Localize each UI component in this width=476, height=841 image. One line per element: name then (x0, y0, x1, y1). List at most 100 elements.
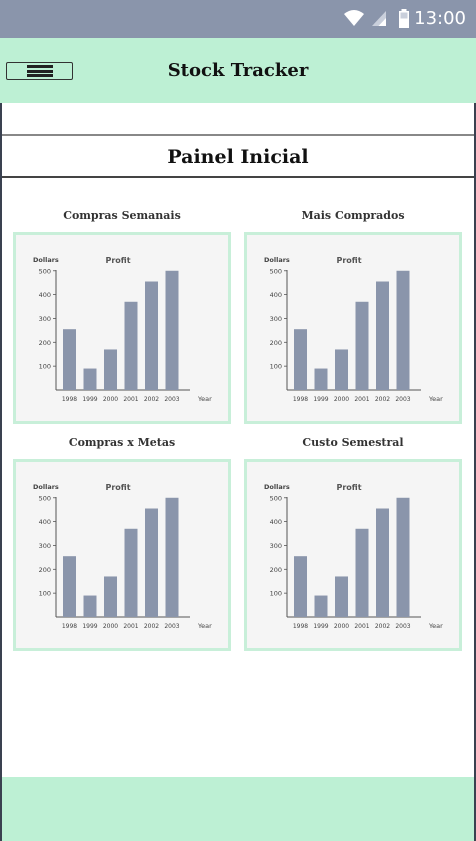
bar-chart: Dollars Profit 100 200 300 400 500 1998 1999 2000… (264, 483, 443, 630)
x-tick-label: 1998 (293, 396, 308, 403)
battery-icon (398, 9, 410, 33)
card-title: Compras Semanais (63, 209, 181, 222)
x-tick-label: 2003 (164, 623, 179, 630)
y-tick-label: 300 (39, 542, 51, 550)
chart-title: Profit (105, 483, 130, 492)
x-tick-label: 2003 (164, 396, 179, 403)
y-tick-label: 400 (270, 518, 282, 526)
wifi-icon (344, 9, 364, 31)
y-tick-label: 200 (39, 339, 51, 347)
bar-2003 (165, 270, 179, 390)
x-tick-label: 1998 (293, 623, 308, 630)
bar-1998 (294, 556, 307, 617)
y-axis-label: Dollars (264, 483, 290, 491)
y-tick-label: 100 (270, 363, 282, 371)
y-tick-label: 300 (270, 542, 282, 550)
bar-2002 (145, 281, 158, 390)
x-tick-label: 1999 (313, 396, 328, 403)
y-tick-label: 200 (39, 566, 51, 574)
card-title: Custo Semestral (302, 436, 404, 449)
bar-1998 (63, 556, 76, 617)
x-tick-label: 2001 (123, 396, 138, 403)
chart-title: Profit (336, 483, 361, 492)
chart-card-compras-semanais[interactable]: Dollars Profit 100 200 300 400 500 1998 1999 2000… (13, 232, 231, 424)
y-tick-label: 100 (39, 590, 51, 598)
bar-1999 (83, 368, 97, 390)
bar-chart: Dollars Profit 100 200 300 400 500 1998 1999 2000… (264, 256, 443, 403)
x-tick-label: 2001 (354, 623, 369, 630)
x-axis-label: Year (428, 622, 443, 630)
x-tick-label: 2000 (103, 396, 118, 403)
bar-2001 (124, 301, 138, 390)
bar-2001 (355, 301, 369, 390)
x-axis-label: Year (197, 622, 212, 630)
x-tick-label: 2002 (375, 396, 390, 403)
bar-1998 (63, 329, 76, 390)
x-tick-label: 2000 (334, 623, 349, 630)
bar-1998 (294, 329, 307, 390)
chart-title: Profit (336, 256, 361, 265)
y-axis-label: Dollars (33, 483, 59, 491)
bar-1999 (314, 595, 328, 617)
bottom-bar (2, 777, 474, 841)
y-tick-label: 200 (270, 339, 282, 347)
card-title: Mais Comprados (301, 209, 405, 222)
bar-2000 (104, 349, 117, 390)
bar-2002 (376, 508, 389, 617)
status-time: 13:00 (414, 8, 466, 29)
bar-2000 (335, 576, 348, 617)
app-bar: Stock Tracker (0, 38, 476, 103)
bar-2003 (396, 270, 410, 390)
x-tick-label: 2001 (354, 396, 369, 403)
y-tick-label: 500 (39, 494, 51, 502)
y-axis-label: Dollars (264, 256, 290, 264)
x-tick-label: 2002 (375, 623, 390, 630)
status-bar: 13:00 (0, 0, 476, 38)
card-title: Compras x Metas (68, 436, 176, 449)
x-tick-label: 1999 (82, 396, 97, 403)
bar-2001 (124, 528, 138, 617)
y-tick-label: 300 (270, 315, 282, 323)
menu-button[interactable] (6, 62, 73, 80)
y-tick-label: 500 (270, 494, 282, 502)
y-tick-label: 400 (39, 518, 51, 526)
bar-2003 (396, 497, 410, 617)
x-tick-label: 2002 (144, 623, 159, 630)
bar-chart: Dollars Profit 100 200 300 400 500 1998 1999 2000… (33, 483, 212, 630)
y-tick-label: 400 (39, 291, 51, 299)
bar-2002 (376, 281, 389, 390)
y-tick-label: 400 (270, 291, 282, 299)
chart-card-custo-semestral[interactable]: Dollars Profit 100 200 300 400 500 1998 1999 2000… (244, 459, 462, 651)
bar-2002 (145, 508, 158, 617)
bar-2001 (355, 528, 369, 617)
y-tick-label: 200 (270, 566, 282, 574)
x-tick-label: 2001 (123, 623, 138, 630)
chart-card-mais-comprados[interactable]: Dollars Profit 100 200 300 400 500 1998 1999 2000… (244, 232, 462, 424)
page-title: Painel Inicial (167, 146, 309, 168)
x-tick-label: 1999 (82, 623, 97, 630)
chart-title: Profit (105, 256, 130, 265)
y-tick-label: 500 (270, 267, 282, 275)
x-tick-label: 2003 (395, 623, 410, 630)
bar-2000 (335, 349, 348, 390)
bar-2000 (104, 576, 117, 617)
x-axis-label: Year (428, 395, 443, 403)
y-tick-label: 100 (270, 590, 282, 598)
y-axis-label: Dollars (33, 256, 59, 264)
x-tick-label: 1999 (313, 623, 328, 630)
x-tick-label: 1998 (62, 623, 77, 630)
bar-1999 (83, 595, 97, 617)
y-tick-label: 300 (39, 315, 51, 323)
bar-2003 (165, 497, 179, 617)
app-title: Stock Tracker (167, 60, 309, 81)
y-tick-label: 500 (39, 267, 51, 275)
bar-chart: Dollars Profit 100 200 300 400 500 1998 1999 2000… (33, 256, 212, 403)
x-axis-label: Year (197, 395, 212, 403)
chart-card-compras-x-metas[interactable]: Dollars Profit 100 200 300 400 500 1998 1999 2000… (13, 459, 231, 651)
x-tick-label: 2002 (144, 396, 159, 403)
x-tick-label: 2000 (103, 623, 118, 630)
signal-icon (371, 9, 387, 31)
x-tick-label: 1998 (62, 396, 77, 403)
page-header: Painel Inicial (2, 134, 474, 178)
x-tick-label: 2003 (395, 396, 410, 403)
